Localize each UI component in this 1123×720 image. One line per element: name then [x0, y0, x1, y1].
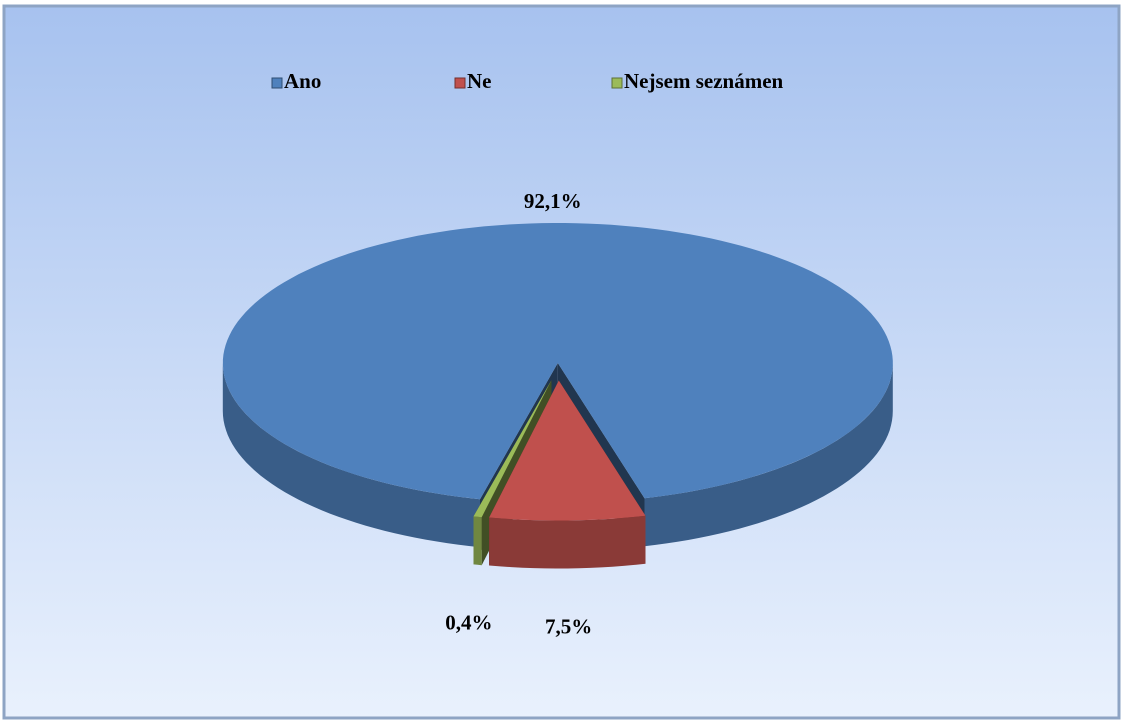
slice-side: [473, 516, 482, 566]
legend-swatch: [271, 77, 283, 89]
pie-slice: [489, 380, 646, 569]
legend-label: Ne: [467, 69, 492, 93]
slice-side: [489, 515, 646, 569]
slice-top: [489, 380, 646, 521]
data-label: 7,5%: [545, 614, 592, 638]
legend-swatch: [454, 77, 466, 89]
slice-top: [222, 223, 893, 500]
legend-label: Nejsem seznámen: [624, 69, 784, 93]
legend-label: Ano: [284, 69, 321, 93]
slice-top: [473, 380, 552, 518]
slice-side: [644, 363, 893, 547]
legend-swatch: [611, 77, 623, 89]
legend: Ano Ne Nejsem seznámen: [271, 69, 784, 93]
data-label: 0,4%: [445, 611, 492, 635]
slice-side: [222, 363, 481, 548]
data-label: 92,1%: [524, 189, 582, 213]
